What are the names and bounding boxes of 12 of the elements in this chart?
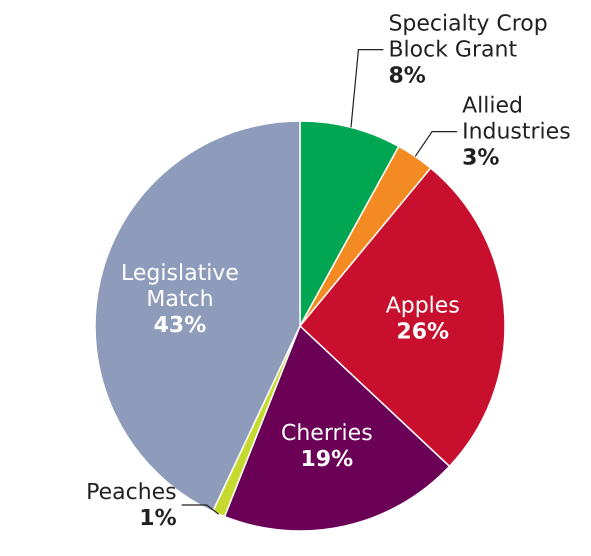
data-label: 1% [139, 506, 177, 531]
slice-label: Peaches [86, 480, 177, 505]
data-label: 43% [154, 313, 206, 338]
slice-label: Legislative Match [121, 261, 239, 312]
data-label: 3% [462, 146, 500, 171]
data-label: 8% [388, 64, 426, 89]
slice-label: Specialty Crop Block Grant [388, 12, 548, 63]
data-label: 26% [396, 319, 450, 344]
slice-label: Cherries [281, 421, 373, 446]
data-label: 19% [300, 447, 354, 472]
slice-label: Apples [386, 293, 460, 318]
slice-label: Allied Industries [462, 94, 571, 145]
